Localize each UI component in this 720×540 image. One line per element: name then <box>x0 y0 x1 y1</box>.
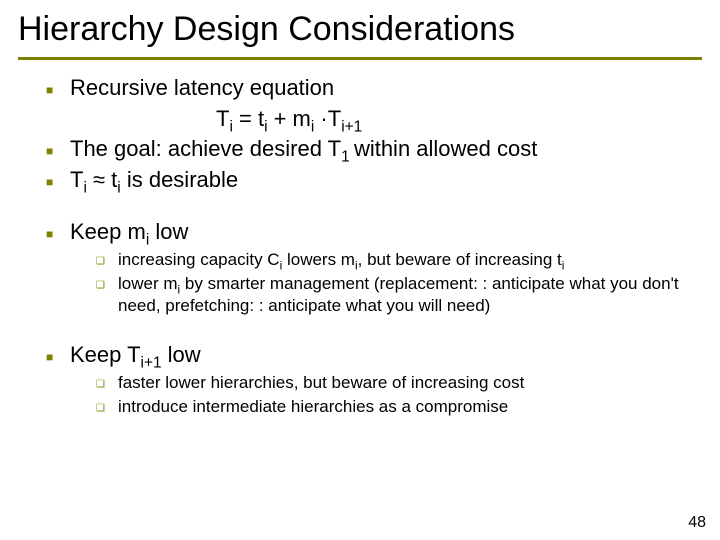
txt: Keep m <box>70 219 146 244</box>
eq-sub: i+1 <box>341 118 362 135</box>
sub: 1 <box>341 149 354 166</box>
txt: , but beware of increasing t <box>358 250 562 269</box>
eq-part: = t <box>233 106 264 131</box>
slide-title: Hierarchy Design Considerations <box>0 0 720 53</box>
eq-part: ·T <box>314 106 341 131</box>
sublist-keep-t: ❏ faster lower hierarchies, but beware o… <box>96 372 692 418</box>
subbullet-text: introduce intermediate hierarchies as a … <box>118 396 692 418</box>
txt: lowers m <box>282 250 355 269</box>
equation-line: Ti = ti + mi ·Ti+1 <box>46 105 692 134</box>
subbullet-text: lower mi by smarter management (replacem… <box>118 273 692 317</box>
txt: Keep T <box>70 342 141 367</box>
spacer <box>46 319 692 341</box>
txt: is desirable <box>121 167 238 192</box>
spacer <box>46 196 692 218</box>
square-bullet-icon: ■ <box>46 227 56 243</box>
sublist-keep-m: ❏ increasing capacity Ci lowers mi, but … <box>96 249 692 317</box>
subbullet-faster: ❏ faster lower hierarchies, but beware o… <box>96 372 692 394</box>
square-bullet-icon: ❏ <box>96 402 106 415</box>
bullet-text: Keep mi low <box>70 218 692 247</box>
subbullet-management: ❏ lower mi by smarter management (replac… <box>96 273 692 317</box>
bullet-desirable: ■ Ti ≈ ti is desirable <box>46 166 692 195</box>
square-bullet-icon: ❏ <box>96 378 106 391</box>
square-bullet-icon: ❏ <box>96 255 106 268</box>
subbullet-capacity: ❏ increasing capacity Ci lowers mi, but … <box>96 249 692 271</box>
subbullet-intermediate: ❏ introduce intermediate hierarchies as … <box>96 396 692 418</box>
txt: ≈ t <box>87 167 117 192</box>
txt: low <box>149 219 188 244</box>
bullet-goal: ■ The goal: achieve desired T1 within al… <box>46 135 692 164</box>
sub: i <box>562 258 565 272</box>
txt: by smarter management (replacement: : an… <box>118 274 679 315</box>
slide-body: ■ Recursive latency equation Ti = ti + m… <box>0 60 720 418</box>
txt: low <box>162 342 201 367</box>
square-bullet-icon: ■ <box>46 175 56 191</box>
bullet-text: The goal: achieve desired T1 within allo… <box>70 135 692 164</box>
eq-part: T <box>216 106 229 131</box>
bullet-keep-t: ■ Keep Ti+1 low <box>46 341 692 370</box>
txt: increasing capacity C <box>118 250 280 269</box>
page-number: 48 <box>688 514 706 532</box>
square-bullet-icon: ■ <box>46 144 56 160</box>
txt: lower m <box>118 274 178 293</box>
subbullet-text: increasing capacity Ci lowers mi, but be… <box>118 249 692 271</box>
txt: The goal: achieve desired T <box>70 136 341 161</box>
bullet-text: Ti ≈ ti is desirable <box>70 166 692 195</box>
eq-part: + m <box>267 106 310 131</box>
txt: within allowed cost <box>354 136 537 161</box>
bullet-text: Recursive latency equation <box>70 74 692 103</box>
square-bullet-icon: ■ <box>46 350 56 366</box>
slide: Hierarchy Design Considerations ■ Recurs… <box>0 0 720 540</box>
txt: T <box>70 167 83 192</box>
bullet-recursive: ■ Recursive latency equation <box>46 74 692 103</box>
subbullet-text: faster lower hierarchies, but beware of … <box>118 372 692 394</box>
bullet-keep-m: ■ Keep mi low <box>46 218 692 247</box>
bullet-text: Keep Ti+1 low <box>70 341 692 370</box>
square-bullet-icon: ❏ <box>96 279 106 292</box>
sub: i+1 <box>141 355 162 372</box>
square-bullet-icon: ■ <box>46 83 56 99</box>
